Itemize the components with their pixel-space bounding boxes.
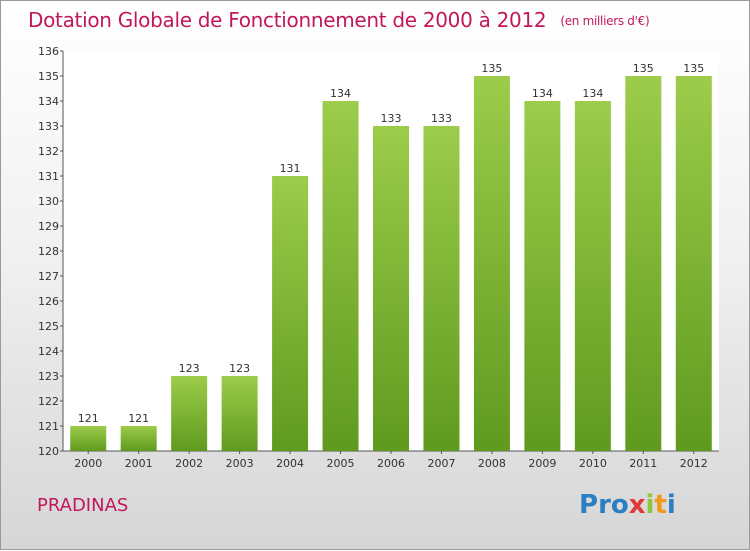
x-tick-label: 2005: [327, 457, 355, 470]
y-tick-label: 129: [38, 220, 59, 233]
bar: [574, 101, 611, 451]
y-tick-label: 126: [38, 295, 59, 308]
y-tick-label: 123: [38, 370, 59, 383]
logo-letter: P: [579, 490, 599, 520]
y-tick-label: 124: [38, 345, 59, 358]
bar: [625, 76, 662, 451]
y-tick-label: 134: [38, 95, 59, 108]
bar-value-label: 123: [179, 362, 200, 375]
bar: [70, 426, 107, 451]
bar-value-label: 133: [381, 112, 402, 125]
logo-letter: r: [598, 490, 611, 520]
chart-title: Dotation Globale de Fonctionnement de 20…: [28, 8, 650, 32]
bar-value-label: 133: [431, 112, 452, 125]
x-tick-label: 2011: [629, 457, 657, 470]
bar: [423, 126, 460, 451]
x-tick-label: 2006: [377, 457, 405, 470]
proxiti-logo: Proxiti: [579, 490, 676, 520]
x-tick-label: 2012: [680, 457, 708, 470]
logo-letter: o: [610, 490, 629, 520]
bar-value-label: 135: [481, 62, 502, 75]
logo-letter: i: [666, 490, 676, 520]
bar: [473, 76, 510, 451]
y-tick-label: 120: [38, 445, 59, 458]
unit-note: (en milliers d'€): [560, 14, 650, 28]
y-tick-label: 130: [38, 195, 59, 208]
x-tick-label: 2009: [528, 457, 556, 470]
y-tick-label: 136: [38, 45, 59, 58]
place-name: PRADINAS: [37, 495, 129, 516]
bar: [373, 126, 409, 451]
bar: [675, 76, 712, 451]
bar: [221, 376, 258, 451]
y-tick-label: 131: [38, 170, 59, 183]
bar-value-label: 134: [532, 87, 553, 100]
bar-value-label: 134: [582, 87, 603, 100]
bar-value-label: 121: [78, 412, 99, 425]
bar-value-label: 123: [229, 362, 250, 375]
chart-title-text: Dotation Globale de Fonctionnement de 20…: [28, 8, 547, 32]
logo-letter: x: [628, 490, 646, 520]
y-tick-label: 127: [38, 270, 59, 283]
bar-value-label: 135: [683, 62, 704, 75]
x-tick-label: 2008: [478, 457, 506, 470]
logo-letter: i: [645, 490, 655, 520]
bar: [524, 101, 561, 451]
x-tick-label: 2000: [74, 457, 102, 470]
x-tick-label: 2001: [125, 457, 153, 470]
bar-value-label: 121: [128, 412, 149, 425]
bar-value-label: 135: [633, 62, 654, 75]
bar-value-label: 134: [330, 87, 351, 100]
y-tick-label: 132: [38, 145, 59, 158]
x-tick-label: 2003: [226, 457, 254, 470]
y-tick-label: 125: [38, 320, 59, 333]
y-tick-label: 128: [38, 245, 59, 258]
y-tick-label: 135: [38, 70, 59, 83]
logo-letter: t: [654, 490, 667, 520]
bar: [322, 101, 359, 451]
y-tick-label: 122: [38, 395, 59, 408]
bar-value-label: 131: [280, 162, 301, 175]
x-tick-label: 2010: [579, 457, 607, 470]
x-tick-label: 2004: [276, 457, 304, 470]
y-tick-label: 133: [38, 120, 59, 133]
bar: [171, 376, 208, 451]
x-tick-label: 2007: [427, 457, 455, 470]
bar: [272, 176, 309, 451]
bar: [120, 426, 157, 451]
y-tick-label: 121: [38, 420, 59, 433]
x-tick-label: 2002: [175, 457, 203, 470]
